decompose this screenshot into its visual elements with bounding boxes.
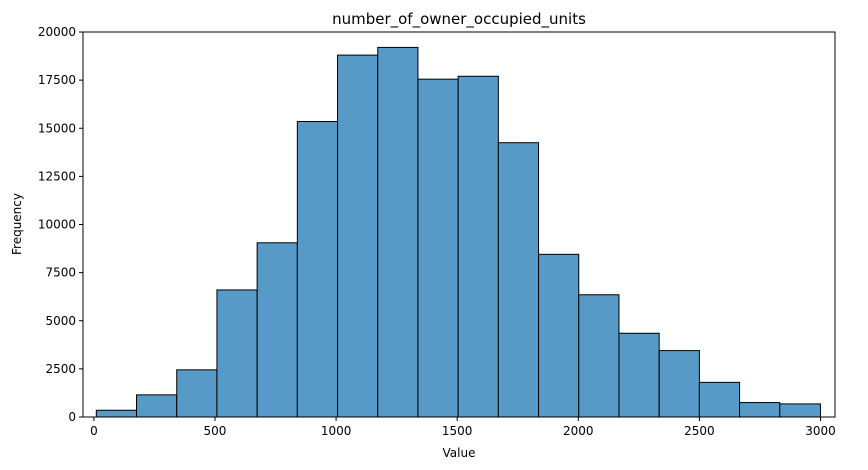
bars-group (95, 46, 821, 418)
histogram-bar-3 (216, 289, 258, 418)
histogram-bar-17 (779, 403, 821, 418)
y-tick-label: 5000 (45, 314, 76, 328)
histogram-bar-2 (176, 369, 218, 418)
histogram-bar-4 (256, 242, 298, 418)
chart-title: number_of_owner_occupied_units (332, 10, 586, 29)
y-tick-label: 7500 (45, 266, 76, 280)
y-tick-label: 15000 (38, 121, 76, 135)
y-tick-label: 0 (68, 410, 76, 424)
x-axis-ticks: 0 500 1000 1500 2000 2500 3000 (90, 417, 836, 438)
histogram-bar-16 (739, 402, 781, 418)
x-tick-label: 2500 (684, 424, 715, 438)
histogram-bar-12 (578, 294, 620, 418)
y-tick-label: 12500 (38, 169, 76, 183)
y-tick-label: 20000 (38, 25, 76, 39)
y-tick-label: 10000 (38, 218, 76, 232)
histogram-bar-5 (296, 121, 339, 418)
x-axis-label: Value (443, 446, 476, 460)
histogram-bar-10 (497, 142, 540, 418)
x-tick-label: 500 (204, 424, 227, 438)
x-tick-label: 1500 (442, 424, 473, 438)
x-tick-label: 2000 (563, 424, 594, 438)
histogram-bar-14 (658, 350, 700, 418)
histogram-bar-7 (377, 46, 419, 418)
x-tick-label: 0 (90, 424, 98, 438)
y-tick-label: 2500 (45, 362, 76, 376)
x-tick-label: 1000 (321, 424, 352, 438)
x-tick-label: 3000 (805, 424, 836, 438)
histogram-bar-13 (618, 332, 660, 418)
y-axis-ticks: 0 2500 5000 7500 10000 12500 15000 17500 20000 (38, 25, 83, 424)
histogram-bar-6 (337, 54, 379, 418)
histogram-bar-15 (698, 381, 741, 418)
histogram-bar-9 (457, 75, 499, 418)
y-tick-label: 17500 (38, 73, 76, 87)
histogram-bar-8 (417, 78, 459, 418)
histogram-bar-11 (538, 253, 580, 418)
plot-frame (82, 31, 836, 418)
histogram-bar-0 (95, 409, 138, 418)
y-axis-label: Frequency (10, 193, 24, 255)
histogram-bar-1 (136, 394, 178, 418)
